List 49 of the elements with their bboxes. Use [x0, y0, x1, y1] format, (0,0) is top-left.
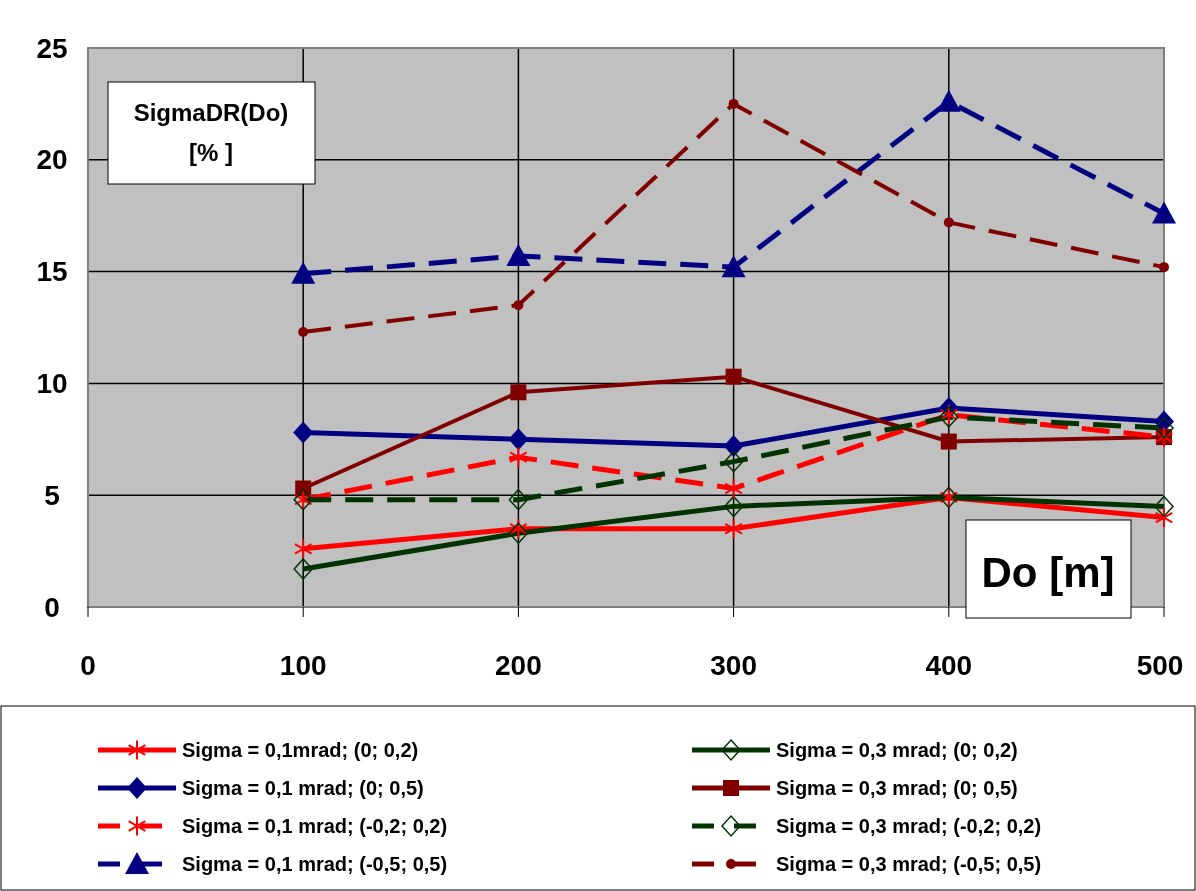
legend-label: Sigma = 0,3 mrad; (0; 0,2) — [776, 739, 1018, 761]
y-tick-label: 0 — [44, 591, 60, 623]
point — [513, 300, 524, 311]
point — [293, 421, 314, 444]
point — [508, 428, 529, 451]
point — [293, 558, 313, 580]
point — [723, 495, 744, 518]
point — [508, 488, 529, 511]
point — [510, 384, 527, 401]
legend-label: Sigma = 0,1 mrad; (0; 0,5) — [182, 777, 424, 799]
point — [1154, 495, 1174, 518]
x-tick-label: 300 — [710, 649, 757, 681]
x-tick-label: 200 — [495, 649, 542, 681]
point — [943, 217, 954, 228]
point — [721, 255, 746, 278]
point — [723, 450, 744, 473]
point — [936, 89, 961, 112]
x-tick-label: 100 — [279, 649, 327, 681]
y-tick-label: 5 — [44, 479, 60, 511]
point — [728, 98, 739, 109]
point — [725, 368, 742, 385]
point — [509, 446, 528, 468]
point — [1159, 262, 1169, 273]
point — [940, 433, 957, 450]
legend-label: Sigma = 0,3 mrad; (0; 0,5) — [776, 777, 1018, 799]
y-tick-label: 20 — [36, 144, 68, 176]
legend-label: Sigma = 0,3 mrad; (-0,2; 0,2) — [776, 815, 1042, 837]
point — [1154, 506, 1174, 529]
legend-label: Sigma = 0,3 mrad; (-0,5; 0,5) — [776, 853, 1042, 875]
x-tick-label: 400 — [925, 649, 973, 681]
x-tick-label: 500 — [1136, 649, 1184, 681]
legend-label: Sigma = 0,1 mrad; (-0,5; 0,5) — [182, 853, 448, 875]
point — [723, 435, 744, 458]
point — [1152, 201, 1176, 224]
point — [724, 518, 743, 540]
legend-label: Sigma = 0,1mrad; (0; 0,2) — [182, 739, 419, 761]
point — [298, 326, 309, 337]
point — [293, 538, 313, 560]
y-tick-label: 10 — [36, 367, 68, 399]
legend-label: Sigma = 0,1 mrad; (-0,2; 0,2) — [182, 815, 448, 837]
point — [506, 243, 531, 266]
point — [291, 261, 316, 284]
x-tick-label: 0 — [80, 649, 96, 681]
x-axis-title: Do [m] — [981, 548, 1115, 596]
point — [724, 477, 743, 500]
y-tick-label: 15 — [36, 256, 68, 288]
point — [1154, 417, 1174, 439]
y-axis-title: SigmaDR(Do) [% ] — [133, 98, 289, 166]
y-tick-label: 25 — [36, 32, 68, 64]
